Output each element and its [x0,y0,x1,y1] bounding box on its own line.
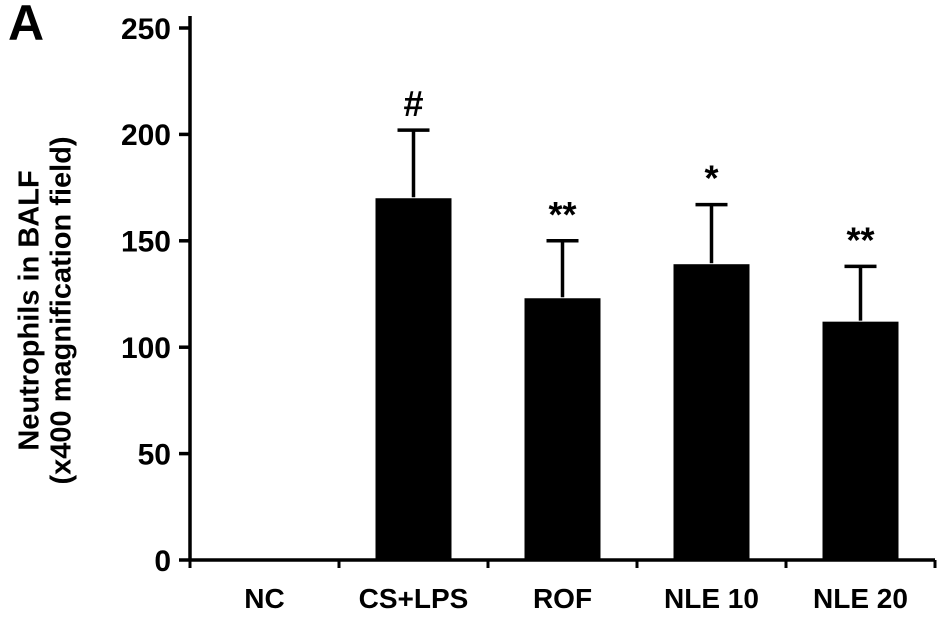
significance-marker: * [704,158,718,199]
y-tick-label: 100 [121,332,171,365]
bar-rof [524,298,601,560]
panel-label: A [8,0,45,51]
y-tick-label: 50 [138,438,171,471]
x-category-label: NC [244,583,284,614]
x-category-label: ROF [533,583,592,614]
significance-marker: ** [846,219,874,260]
bar-cs-lps [375,198,452,561]
y-tick-label: 250 [121,13,171,46]
x-category-label: NLE 10 [664,583,759,614]
bar-nle-20 [822,321,899,560]
bar-nle-10 [673,264,750,560]
x-category-label: CS+LPS [359,583,469,614]
y-tick-label: 0 [154,545,171,578]
significance-marker: ** [548,194,576,235]
y-tick-label: 150 [121,226,171,259]
x-category-label: NLE 20 [813,583,908,614]
y-tick-label: 200 [121,119,171,152]
significance-marker: # [403,83,423,124]
